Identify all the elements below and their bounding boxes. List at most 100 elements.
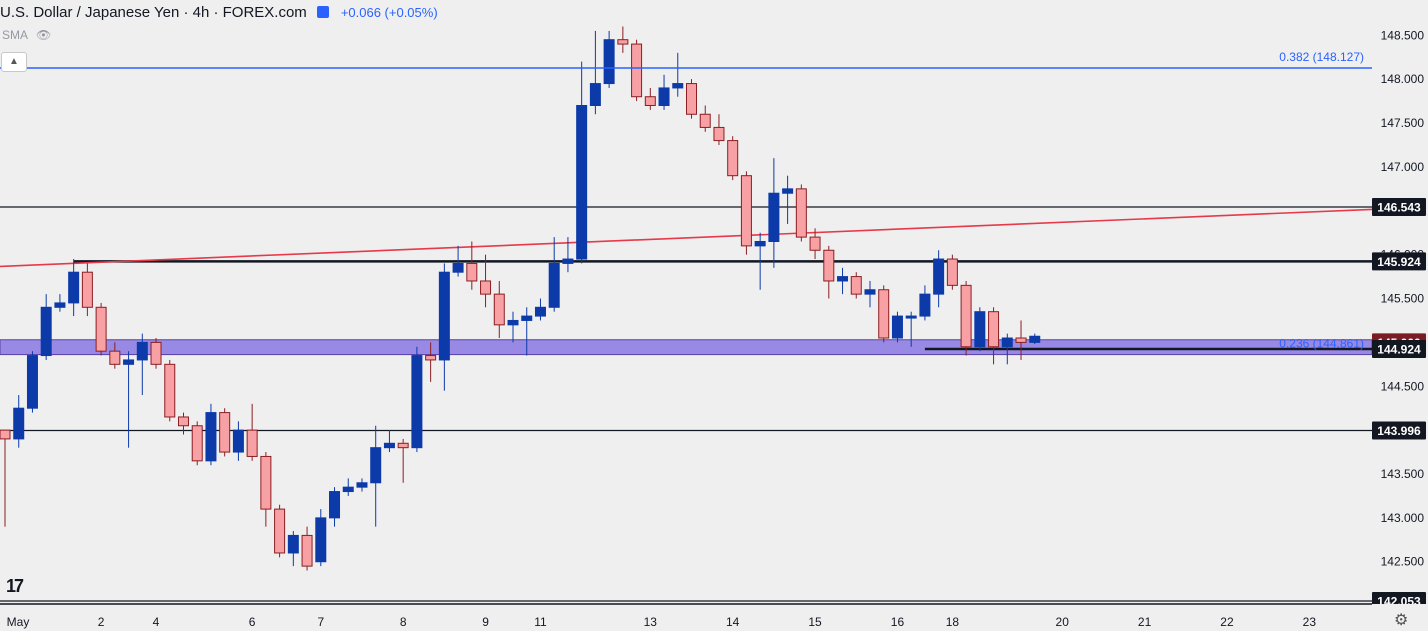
candle-body [878,289,890,339]
candle-body [40,306,52,357]
candle-down [95,302,107,356]
candle-down [493,280,505,339]
candle-up [68,259,80,317]
candle-up [1029,333,1041,345]
price-tick-label: 145.500 [1381,292,1425,306]
candle-up [891,311,903,343]
candle-body [54,302,66,308]
candle-up [54,294,66,312]
candle-body [191,425,203,462]
candle-down [246,403,258,461]
candle-down [960,280,972,356]
candle-body [562,258,574,264]
candle-down [109,342,121,369]
price-level-label: 144.924 [1377,343,1421,357]
candle-body [260,455,272,510]
candle-body [727,140,739,177]
candle-down [727,136,739,181]
candles [0,26,1041,571]
candle-up [26,351,38,413]
candle-down [1015,320,1027,360]
candle-up [576,61,588,264]
candle-body [768,192,780,242]
candle-body [411,355,423,449]
candle-body [960,284,972,348]
price-tick-label: 148.500 [1381,28,1425,42]
candle-down [740,171,752,255]
candle-up [919,285,931,321]
fib-label: 0.236 (144.861) [1279,337,1364,351]
candle-body [905,315,917,319]
candle-body [13,407,25,440]
candle-up [521,307,533,356]
time-axis-bg [0,604,1428,631]
price-level-badge [1372,198,1426,217]
candle-up [13,395,25,448]
candle-body [329,491,341,519]
symbol-title[interactable]: U.S. Dollar / Japanese Yen · 4h · FOREX.… [0,3,307,21]
candle-body [232,429,244,453]
collapse-legend-button[interactable]: ▲ [1,52,27,72]
candle-body [617,39,629,45]
candle-body [795,188,807,238]
candle-down [713,114,725,145]
candle-down [150,338,162,369]
zone-band [0,339,1373,356]
price-axis-bg [1372,0,1428,631]
candle-up [342,478,354,496]
candle-body [246,429,258,457]
candle-down [164,359,176,422]
candle-body [988,311,1000,348]
price-level-badge [1372,252,1426,271]
candle-body [370,447,382,484]
indicator-legend[interactable]: SMA 👁 [2,28,51,42]
price-tick-label: 143.000 [1381,511,1425,525]
candle-body [1015,337,1027,343]
candle-body [864,289,876,295]
candle-body [686,83,697,115]
candle-body [438,271,450,361]
tradingview-logo-icon[interactable]: 17 [6,576,24,596]
candle-body [658,87,670,106]
candle-body [850,276,862,295]
support-zone [0,339,1373,356]
candle-up [768,158,780,268]
candle-body [301,534,313,567]
indicator-name[interactable]: SMA [2,28,29,42]
candle-body [26,355,38,409]
candle-body [383,442,395,449]
time-tick-label: 14 [726,615,740,629]
candle-down [191,421,203,466]
candle-down [81,263,93,317]
candle-down [397,438,409,483]
candle-body [603,39,615,85]
candle-body [548,262,560,308]
gear-icon[interactable]: ⚙ [1394,612,1409,629]
candle-body [534,306,546,317]
candle-body [274,508,286,554]
trendline-line [0,208,1381,268]
candle-down [878,285,890,343]
eye-hidden-icon[interactable]: 👁 [36,28,52,42]
price-tick-label: 144.500 [1381,379,1425,393]
candle-body [480,280,492,295]
candle-down [260,452,272,527]
price-axis[interactable]: 142.500143.000143.500144.500145.500146.0… [1372,0,1428,631]
candle-up [438,263,450,391]
candle-body [95,306,107,352]
candle-body [109,350,121,365]
candle-body [521,315,533,321]
candle-body [672,83,684,89]
time-axis[interactable]: May 2 4 6 7 8 9 11 13 14 15 16 18 20 21 22 23 [0,603,1428,631]
candle-up [205,403,217,466]
candle-body [315,517,327,563]
price-tick-label: 147.000 [1381,160,1425,174]
candle-body [68,271,80,304]
change-square-icon [316,6,329,18]
candle-up [603,30,615,88]
candle-up [658,74,670,110]
candle-body [342,486,354,493]
time-tick-label: 15 [808,615,822,629]
candle-down [480,254,492,308]
